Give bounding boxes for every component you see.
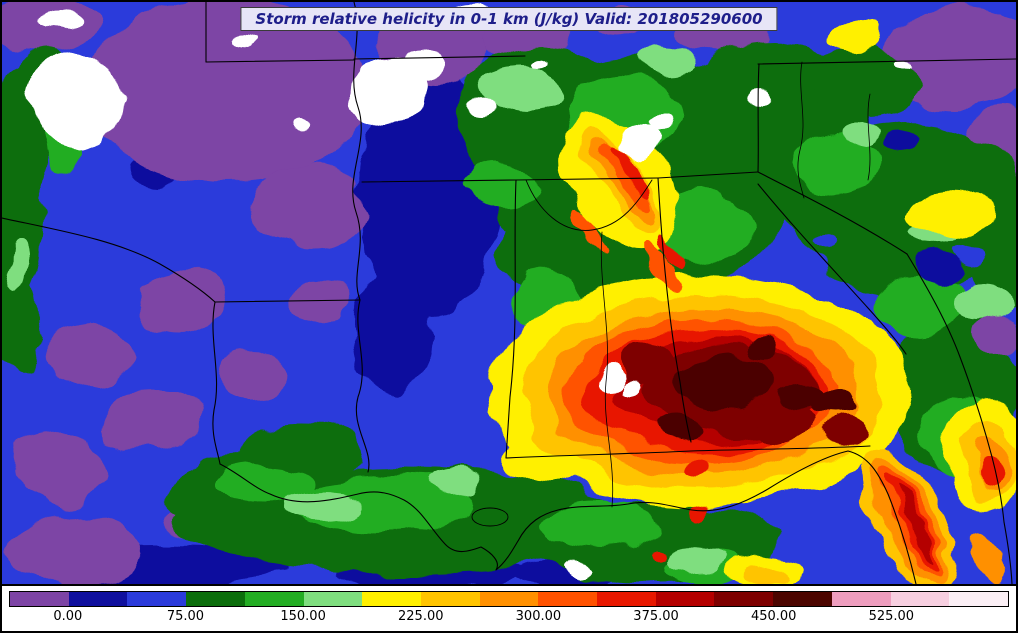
florida-north-border — [505, 445, 871, 459]
colorbar-segment — [831, 592, 891, 606]
colorbar-tick: 225.00 — [398, 609, 444, 624]
georgia-southcarolina-border — [757, 183, 907, 355]
state-boundaries — [2, 2, 1016, 584]
colorbar-segment — [890, 592, 950, 606]
colorbar-tick: 525.00 — [868, 609, 915, 624]
colorbar-segment — [538, 592, 598, 606]
lake-pontchartrain — [471, 507, 509, 527]
colorbar-segment — [714, 592, 774, 606]
map-area: Storm relative helicity in 0-1 km (J/kg)… — [2, 2, 1016, 586]
map-title: Storm relative helicity in 0-1 km (J/kg)… — [240, 7, 778, 31]
virginia-line — [757, 58, 1016, 65]
colorbar-segment — [10, 592, 69, 606]
colorbar-segment — [773, 592, 832, 606]
colorbar-tick: 75.00 — [166, 609, 205, 624]
helicity-map — [2, 2, 1016, 584]
colorbar-segment — [186, 592, 245, 606]
tennessee-kentucky-border — [353, 55, 526, 60]
colorbar-tick: 150.00 — [280, 609, 326, 624]
tennessee-river — [525, 179, 653, 231]
colorbar-tick: 300.00 — [515, 609, 562, 624]
helicity-field — [2, 2, 1016, 584]
colorbar-tick: 375.00 — [633, 609, 679, 624]
colorbar-segment — [949, 592, 1008, 606]
northcarolina-southcarolina-border — [757, 171, 908, 255]
appalachian-river — [867, 93, 871, 181]
brown-core-regions — [652, 339, 854, 443]
colorbar-segment — [597, 592, 656, 606]
appalachia-line — [757, 63, 760, 173]
alabama-river — [600, 231, 614, 508]
map-title-text: Storm relative helicity in 0-1 km (J/kg)… — [255, 10, 763, 28]
texas-louisiana-border — [212, 301, 221, 465]
atlantic-coastline — [906, 253, 1013, 584]
white-regions — [29, 5, 916, 575]
cool-spots — [811, 133, 1016, 350]
alabama-georgia-border — [657, 177, 692, 443]
colorbar-segment — [479, 592, 539, 606]
colorbar-segment — [244, 592, 304, 606]
tennessee-northcarolina-border — [657, 171, 759, 179]
colorbar-segment — [303, 592, 363, 606]
mississippi-river — [352, 2, 370, 473]
colorbar-segment — [68, 592, 128, 606]
gulf-coastline — [219, 450, 917, 584]
arkansas-south-border — [214, 299, 361, 303]
mississippi-alabama-border — [505, 179, 517, 459]
colorbar-segment — [362, 592, 421, 606]
piedmont-river — [797, 61, 805, 199]
colorbar-tick: 0.00 — [53, 609, 83, 624]
arkansas-north-border — [205, 59, 355, 63]
colorbar: 0.00 75.00 150.00 225.00 300.00 375.00 450.00 5… — [2, 586, 1016, 631]
colorbar-segment — [655, 592, 715, 606]
colorbar-ticks: 0.00 75.00 150.00 225.00 300.00 375.00 450.00 5… — [9, 609, 1009, 631]
colorbar-segment — [420, 592, 480, 606]
red-river-border — [2, 217, 216, 303]
colorbar-gradient — [9, 591, 1009, 607]
colorbar-segment — [127, 592, 187, 606]
colorbar-tick: 450.00 — [750, 609, 797, 624]
